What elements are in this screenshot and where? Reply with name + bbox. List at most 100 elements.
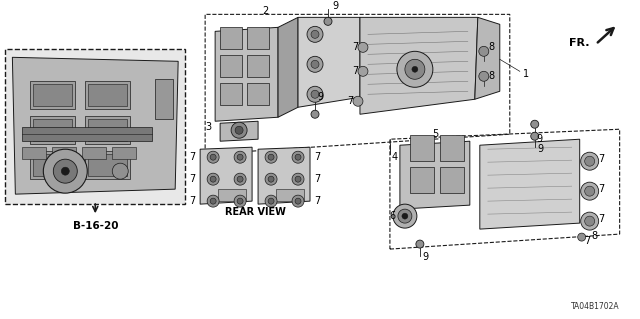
Bar (30, 116, 76, 144)
Text: 9: 9 (317, 92, 323, 102)
Circle shape (311, 60, 319, 68)
Circle shape (292, 151, 304, 163)
Circle shape (207, 195, 219, 207)
Circle shape (237, 176, 243, 182)
Text: 7: 7 (347, 96, 353, 106)
Circle shape (307, 86, 323, 102)
Text: 7: 7 (314, 152, 320, 162)
Bar (52, 147, 76, 159)
Bar (220, 83, 242, 105)
Text: 9: 9 (537, 134, 543, 144)
Text: 2: 2 (262, 6, 268, 16)
Circle shape (324, 17, 332, 25)
Polygon shape (400, 141, 470, 209)
Bar (440, 167, 464, 193)
Bar (220, 55, 242, 77)
Circle shape (234, 195, 246, 207)
Text: 3: 3 (205, 122, 211, 132)
Bar (22, 127, 152, 141)
Text: 9: 9 (423, 252, 429, 262)
Circle shape (210, 176, 216, 182)
Bar (218, 189, 246, 201)
Circle shape (44, 149, 87, 193)
Bar (410, 135, 434, 161)
Circle shape (578, 233, 586, 241)
Bar (247, 83, 269, 105)
Text: 8: 8 (489, 42, 495, 52)
Circle shape (292, 195, 304, 207)
Circle shape (311, 90, 319, 98)
Text: 7: 7 (314, 196, 320, 206)
Circle shape (210, 154, 216, 160)
Text: 7: 7 (189, 196, 195, 206)
Polygon shape (278, 17, 298, 117)
Circle shape (112, 163, 128, 179)
Circle shape (237, 198, 243, 204)
Circle shape (398, 209, 412, 223)
Bar (247, 27, 269, 49)
Polygon shape (360, 17, 478, 114)
Text: 7: 7 (189, 174, 195, 184)
Circle shape (237, 154, 243, 160)
Circle shape (307, 26, 323, 42)
Circle shape (358, 66, 368, 76)
Text: 8: 8 (591, 231, 598, 241)
Bar (33, 119, 72, 141)
Bar (30, 81, 76, 109)
Bar (22, 147, 46, 159)
Text: 1: 1 (523, 69, 529, 79)
Bar (85, 116, 130, 144)
Polygon shape (258, 147, 310, 204)
Polygon shape (298, 17, 360, 107)
Text: 4: 4 (392, 152, 398, 162)
Bar (410, 167, 434, 193)
Circle shape (210, 198, 216, 204)
Text: REAR VIEW: REAR VIEW (225, 207, 285, 217)
Circle shape (307, 56, 323, 72)
Text: 7: 7 (598, 154, 605, 164)
Text: 7: 7 (584, 236, 591, 246)
Polygon shape (215, 27, 278, 121)
Circle shape (295, 154, 301, 160)
Text: FR.: FR. (569, 38, 589, 48)
Text: 7: 7 (598, 214, 605, 224)
Bar (85, 151, 130, 179)
Circle shape (268, 198, 274, 204)
Text: B-16-20: B-16-20 (72, 221, 118, 231)
Circle shape (479, 71, 489, 81)
Circle shape (231, 122, 247, 138)
Bar (247, 55, 269, 77)
Text: 5: 5 (432, 129, 438, 139)
Circle shape (295, 198, 301, 204)
Circle shape (268, 154, 274, 160)
Circle shape (585, 156, 595, 166)
Text: 6: 6 (390, 211, 396, 221)
Circle shape (479, 46, 489, 56)
Circle shape (53, 159, 77, 183)
Circle shape (292, 173, 304, 185)
Text: 8: 8 (489, 71, 495, 81)
Circle shape (311, 30, 319, 38)
Text: 7: 7 (352, 66, 358, 76)
Circle shape (405, 59, 425, 79)
Circle shape (412, 66, 418, 72)
Circle shape (402, 213, 408, 219)
Polygon shape (12, 57, 178, 194)
Circle shape (531, 120, 539, 128)
Polygon shape (480, 139, 580, 229)
Text: 7: 7 (352, 42, 358, 52)
Bar (155, 79, 173, 119)
Circle shape (268, 176, 274, 182)
Polygon shape (5, 49, 185, 204)
Circle shape (234, 151, 246, 163)
Circle shape (265, 195, 277, 207)
Circle shape (393, 204, 417, 228)
Circle shape (585, 216, 595, 226)
Circle shape (207, 151, 219, 163)
Text: TA04B1702A: TA04B1702A (571, 302, 620, 311)
Polygon shape (200, 147, 252, 204)
Text: 9: 9 (538, 144, 544, 154)
Circle shape (207, 173, 219, 185)
Circle shape (580, 152, 598, 170)
Bar (83, 147, 106, 159)
